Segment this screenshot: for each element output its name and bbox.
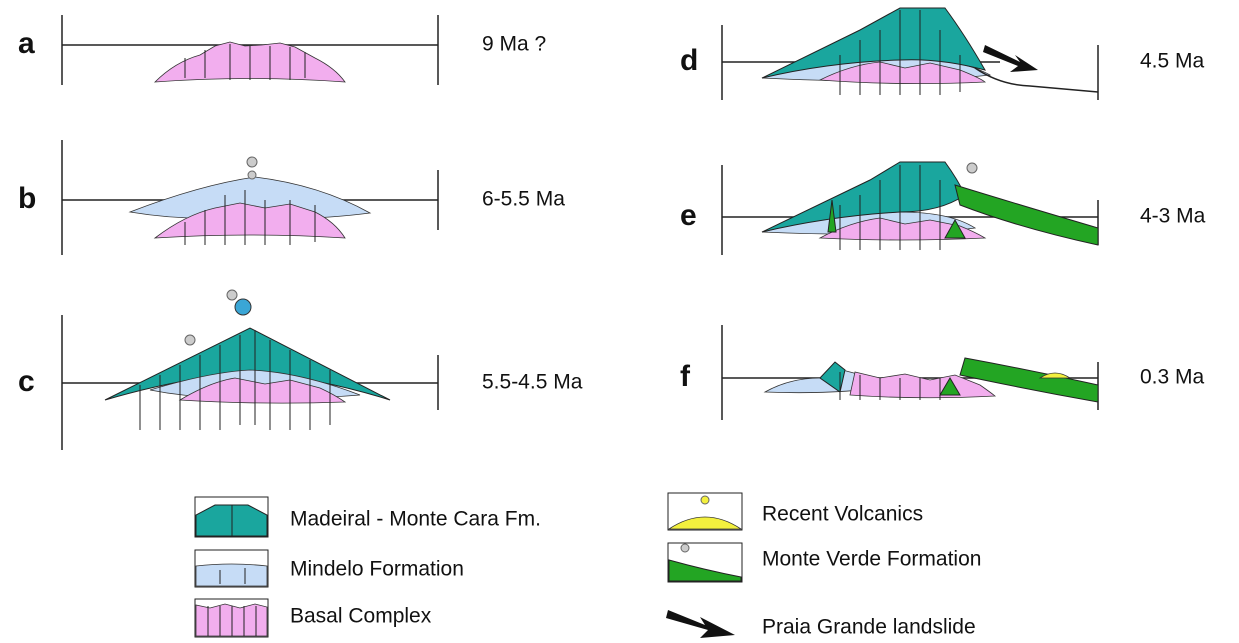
panel-c: c 5.5-4.5 Ma	[18, 290, 583, 450]
panel-age: 4-3 Ma	[1140, 205, 1206, 228]
panel-f: f 0.3 Ma	[680, 325, 1205, 420]
shape-circle	[967, 163, 977, 173]
legend-label: Mindelo Formation	[290, 558, 464, 581]
shape-circle	[185, 335, 195, 345]
panel-letter: e	[680, 199, 697, 232]
shape-circle	[247, 157, 257, 167]
shape-circle	[227, 290, 237, 300]
panel-letter: a	[18, 27, 35, 60]
panel-letter: d	[680, 44, 698, 77]
shape-path	[196, 564, 267, 586]
panel-age: 0.3 Ma	[1140, 366, 1205, 389]
shape-circle	[248, 171, 256, 179]
legend-label: Basal Complex	[290, 605, 432, 628]
legend: Madeiral - Monte Cara Fm. Mindelo Format…	[195, 493, 981, 639]
panel-letter: f	[680, 360, 691, 393]
legend-label: Recent Volcanics	[762, 503, 923, 526]
panel-letter: c	[18, 365, 35, 398]
shape-circle	[681, 544, 689, 552]
diagram: a 9 Ma ? b 6-5.5 Ma c 5.5-4.5 Ma d 4.5 M	[0, 0, 1239, 643]
legend-label: Madeiral - Monte Cara Fm.	[290, 508, 541, 531]
panel-e: e 4-3 Ma	[680, 162, 1206, 255]
shape-path	[666, 610, 735, 638]
panel-age: 6-5.5 Ma	[482, 188, 565, 211]
panel-age: 4.5 Ma	[1140, 50, 1205, 73]
panel-a: a 9 Ma ?	[18, 15, 546, 85]
panel-b: b 6-5.5 Ma	[18, 140, 565, 255]
panel-age: 5.5-4.5 Ma	[482, 371, 583, 394]
legend-label: Monte Verde Formation	[762, 548, 981, 571]
panel-d: d 4.5 Ma	[680, 8, 1205, 100]
shape-path	[975, 68, 1098, 92]
shape-circle	[235, 299, 251, 315]
shape-circle	[701, 496, 709, 504]
panel-letter: b	[18, 182, 36, 215]
shape-path	[983, 45, 1038, 72]
panel-age: 9 Ma ?	[482, 33, 546, 56]
legend-label: Praia Grande landslide	[762, 616, 976, 639]
